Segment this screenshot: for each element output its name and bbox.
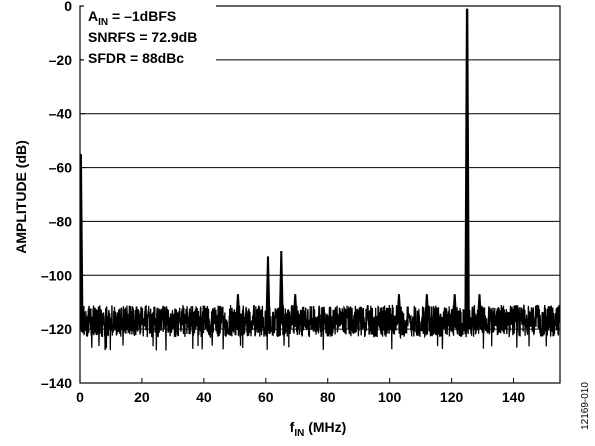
noise-floor-trace (80, 304, 560, 351)
spur-line (476, 294, 482, 322)
fft-trace (80, 8, 560, 351)
plot-frame (79, 5, 561, 384)
x-tick-label: 20 (134, 389, 150, 405)
grid-lines (80, 59, 560, 330)
y-tick-label: –100 (41, 267, 72, 283)
x-axis-title-rest: (MHz) (304, 419, 346, 435)
y-tick-label: 0 (64, 0, 72, 14)
x-tick-label: 0 (76, 389, 84, 405)
y-tick-label: –120 (41, 321, 72, 337)
spur-line (424, 294, 430, 322)
annotation-box: AIN = –1dBFS SNRFS = 72.9dB SFDR = 88dBc (84, 3, 216, 69)
x-tick-label: 40 (196, 389, 212, 405)
spur-line (278, 251, 284, 322)
x-axis-title-sub: IN (294, 428, 304, 439)
annotation-ain-main: A (88, 8, 98, 24)
x-tick-label: 60 (258, 389, 274, 405)
figure-id: 12169-010 (580, 382, 591, 430)
annotation-ain-rest: = –1dBFS (108, 8, 176, 24)
annotation-sfdr: SFDR = 88dBc (88, 50, 184, 66)
spur-line (396, 294, 402, 322)
y-tick-label: –60 (49, 160, 73, 176)
spur-line (464, 8, 470, 322)
spur-line (80, 154, 84, 322)
y-axis-title: AMPLITUDE (dB) (13, 140, 29, 254)
y-tick-label: –140 (41, 375, 72, 391)
spur-line (265, 256, 271, 322)
x-axis-title-main: f (290, 419, 295, 435)
annotation-background (84, 3, 216, 69)
spur-line (452, 294, 458, 322)
x-axis-title: fIN (MHz) (290, 419, 347, 439)
x-tick-label: 140 (502, 389, 526, 405)
annotation-snrfs: SNRFS = 72.9dB (88, 29, 197, 45)
x-tick-label: 100 (378, 389, 402, 405)
x-tick-label: 80 (320, 389, 336, 405)
y-tick-label: –20 (49, 52, 73, 68)
y-tick-label: –40 (49, 106, 73, 122)
spur-line (235, 294, 241, 322)
x-tick-label: 120 (440, 389, 464, 405)
spur-line (292, 294, 298, 322)
y-tick-label: –80 (49, 213, 73, 229)
annotation-ain-sub: IN (98, 17, 108, 28)
annotation-ain: AIN = –1dBFS (88, 8, 176, 28)
